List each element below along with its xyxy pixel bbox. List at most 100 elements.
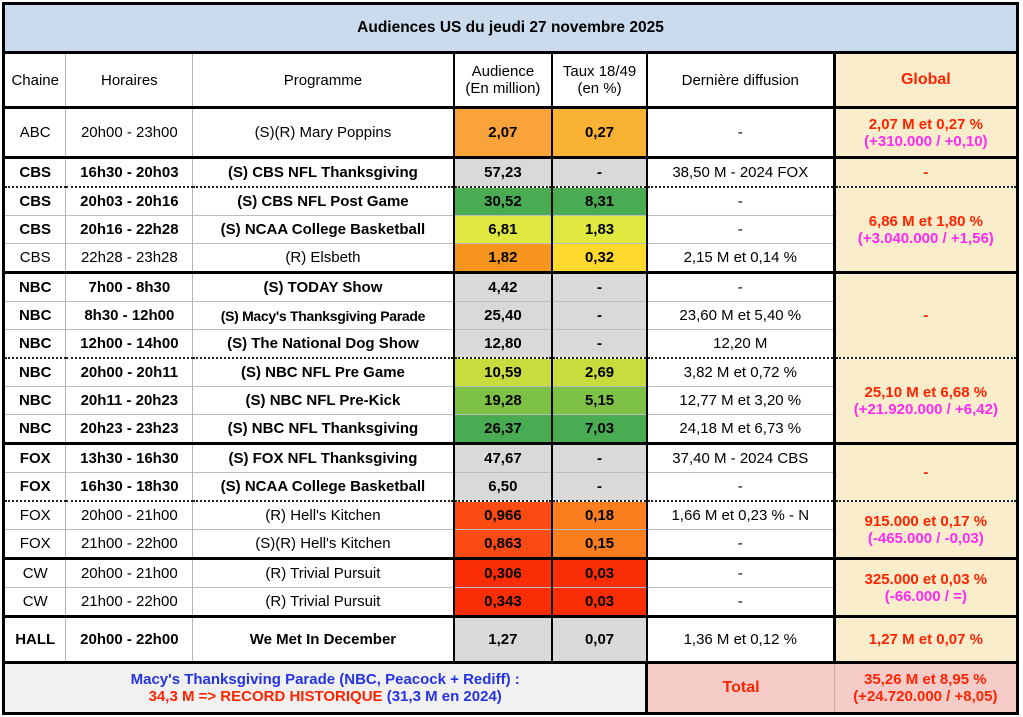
audience-cell: 30,52: [452, 186, 553, 216]
time-cell: 20h00 - 20h11: [65, 357, 193, 387]
channel-cell: CW: [3, 587, 66, 617]
last-diffusion-cell: -: [645, 186, 835, 216]
audience-cell: 4,42: [452, 271, 553, 302]
channel-cell: FOX: [3, 500, 66, 530]
footer-note-line2: 34,3 M => RECORD HISTORIQUE (31,3 M en 2…: [8, 688, 642, 705]
table-row-fox-4: FOX 21h00 - 22h00 (S)(R) Hell's Kitchen …: [3, 529, 1018, 559]
last-diffusion-cell: 38,50 M - 2024 FOX: [645, 156, 835, 187]
table-row-nbc-5: NBC 20h11 - 20h23 (S) NBC NFL Pre-Kick 1…: [3, 386, 1018, 415]
channel-cell: FOX: [3, 442, 66, 473]
last-diffusion-cell: -: [645, 529, 835, 559]
global-cell: 25,10 M et 6,68 % (+21.920.000 / +6,42): [832, 357, 1018, 444]
last-diffusion-cell: -: [645, 587, 835, 617]
taux-cell: 7,03: [551, 414, 647, 444]
channel-cell: NBC: [3, 271, 66, 302]
time-cell: 16h30 - 18h30: [65, 472, 193, 501]
global-value: 915.000 et 0,17 %: [864, 512, 988, 530]
channel-cell: CBS: [3, 243, 66, 273]
audience-cell: 6,50: [452, 472, 553, 501]
global-cell: -: [832, 442, 1018, 501]
audience-cell: 10,59: [452, 357, 553, 387]
global-delta: (-465.000 / -0,03): [867, 529, 984, 547]
footer-row: Macy's Thanksgiving Parade (NBC, Peacock…: [3, 661, 1018, 714]
channel-cell: NBC: [3, 357, 66, 387]
programme-cell: (S) Macy's Thanksgiving Parade: [192, 301, 454, 330]
global-cell: -: [832, 271, 1018, 358]
global-value: -: [923, 307, 929, 324]
last-diffusion-cell: 1,36 M et 0,12 %: [645, 615, 835, 663]
table-row-fox-2: FOX 16h30 - 18h30 (S) NCAA College Baske…: [3, 472, 1018, 501]
audience-cell: 1,27: [452, 615, 553, 663]
programme-cell: (R) Elsbeth: [192, 243, 454, 273]
col-header-chaine: Chaine: [3, 52, 66, 109]
programme-cell: (S) The National Dog Show: [192, 329, 454, 358]
global-delta: (+3.040.000 / +1,56): [857, 229, 994, 247]
audience-cell: 19,28: [452, 386, 553, 415]
last-diffusion-cell: -: [645, 472, 835, 501]
global-cell: 6,86 M et 1,80 % (+3.040.000 / +1,56): [832, 186, 1018, 273]
taux-cell: -: [551, 472, 647, 501]
taux-cell: 1,83: [551, 215, 647, 244]
programme-cell: (S) TODAY Show: [192, 271, 454, 302]
last-diffusion-cell: 1,66 M et 0,23 % - N: [645, 500, 835, 530]
time-cell: 12h00 - 14h00: [65, 329, 193, 358]
audience-cell: 12,80: [452, 329, 553, 358]
table-row-cbs-4: CBS 22h28 - 23h28 (R) Elsbeth 1,82 0,32 …: [3, 243, 1018, 273]
programme-cell: (R) Hell's Kitchen: [192, 500, 454, 530]
table-row-fox-1: FOX 13h30 - 16h30 (S) FOX NFL Thanksgivi…: [3, 442, 1018, 501]
last-diffusion-cell: 12,20 M: [645, 329, 835, 358]
time-cell: 21h00 - 22h00: [65, 529, 193, 559]
audience-cell: 0,966: [452, 500, 553, 530]
channel-cell: NBC: [3, 386, 66, 415]
global-delta: (+310.000 / +0,10): [864, 132, 988, 150]
taux-cell: -: [551, 329, 647, 358]
col-header-taux: Taux 18/49 (en %): [551, 52, 647, 109]
global-cell: 1,27 M et 0,07 %: [832, 615, 1018, 663]
programme-cell: (S) CBS NFL Post Game: [192, 186, 454, 216]
global-value: 1,27 M et 0,07 %: [868, 631, 983, 648]
channel-cell: CW: [3, 557, 66, 588]
table-row-cbs-3: CBS 20h16 - 22h28 (S) NCAA College Baske…: [3, 215, 1018, 244]
footer-previous-record: (31,3 M en 2024): [386, 688, 502, 705]
time-cell: 20h23 - 23h23: [65, 414, 193, 444]
global-cell: 325.000 et 0,03 % (-66.000 / =): [832, 557, 1018, 617]
taux-cell: -: [551, 442, 647, 473]
col-header-horaires: Horaires: [65, 52, 193, 109]
programme-cell: (S) NBC NFL Thanksgiving: [192, 414, 454, 444]
time-cell: 20h11 - 20h23: [65, 386, 193, 415]
time-cell: 20h00 - 21h00: [65, 557, 193, 588]
audience-cell: 6,81: [452, 215, 553, 244]
audience-cell: 26,37: [452, 414, 553, 444]
taux-cell: 8,31: [551, 186, 647, 216]
table-row-fox-3: FOX 20h00 - 21h00 (R) Hell's Kitchen 0,9…: [3, 500, 1018, 559]
audience-cell: 2,07: [452, 106, 553, 158]
taux-cell: 0,18: [551, 500, 647, 530]
page-title: Audiences US du jeudi 27 novembre 2025: [3, 3, 1018, 54]
programme-cell: (S)(R) Mary Poppins: [192, 106, 454, 158]
table-row-abc: ABC 20h00 - 23h00 (S)(R) Mary Poppins 2,…: [3, 106, 1018, 158]
channel-cell: NBC: [3, 414, 66, 444]
col-header-programme: Programme: [192, 52, 454, 109]
footer-note-line1: Macy's Thanksgiving Parade (NBC, Peacock…: [130, 671, 520, 688]
table-row-nbc-1: NBC 7h00 - 8h30 (S) TODAY Show 4,42 - - …: [3, 271, 1018, 358]
global-value: 25,10 M et 6,68 %: [864, 383, 988, 401]
total-label: Total: [645, 661, 835, 714]
channel-cell: NBC: [3, 329, 66, 358]
taux-cell: 0,03: [551, 557, 647, 588]
table-row-cbs-2: CBS 20h03 - 20h16 (S) CBS NFL Post Game …: [3, 186, 1018, 273]
time-cell: 20h00 - 23h00: [65, 106, 193, 158]
channel-cell: ABC: [3, 106, 66, 158]
time-cell: 22h28 - 23h28: [65, 243, 193, 273]
time-cell: 20h16 - 22h28: [65, 215, 193, 244]
taux-cell: 0,07: [551, 615, 647, 663]
total-value-line2: (+24.720.000 / +8,05): [853, 688, 998, 705]
channel-cell: CBS: [3, 186, 66, 216]
taux-cell: -: [551, 271, 647, 302]
audience-cell: 57,23: [452, 156, 553, 187]
audience-cell: 0,306: [452, 557, 553, 588]
global-value: 2,07 M et 0,27 %: [868, 115, 983, 133]
time-cell: 21h00 - 22h00: [65, 587, 193, 617]
global-value: 6,86 M et 1,80 %: [868, 212, 983, 230]
global-cell: 915.000 et 0,17 % (-465.000 / -0,03): [832, 500, 1018, 559]
